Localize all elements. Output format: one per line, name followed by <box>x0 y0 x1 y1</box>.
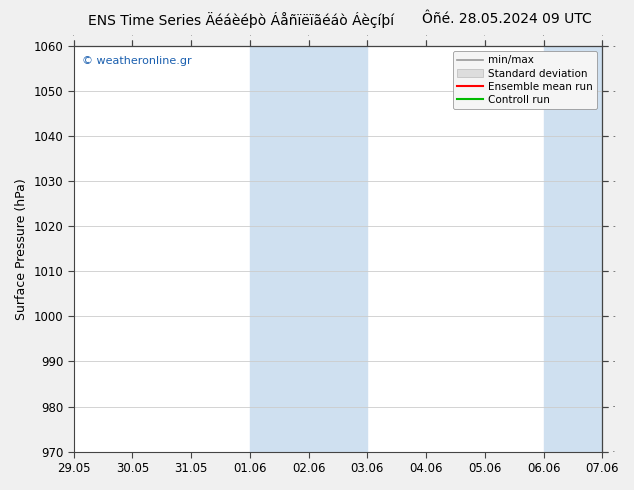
Text: ENS Time Series Äéáèéþò Áåñïëïãéáò Áèçíþí: ENS Time Series Äéáèéþò Áåñïëïãéáò Áèçíþ… <box>88 12 394 28</box>
Y-axis label: Surface Pressure (hPa): Surface Pressure (hPa) <box>15 178 28 319</box>
Bar <box>543 46 602 452</box>
Legend: min/max, Standard deviation, Ensemble mean run, Controll run: min/max, Standard deviation, Ensemble me… <box>453 51 597 109</box>
Text: Ôñé. 28.05.2024 09 UTC: Ôñé. 28.05.2024 09 UTC <box>422 12 592 26</box>
Bar <box>250 46 367 452</box>
Text: © weatheronline.gr: © weatheronline.gr <box>82 56 191 66</box>
